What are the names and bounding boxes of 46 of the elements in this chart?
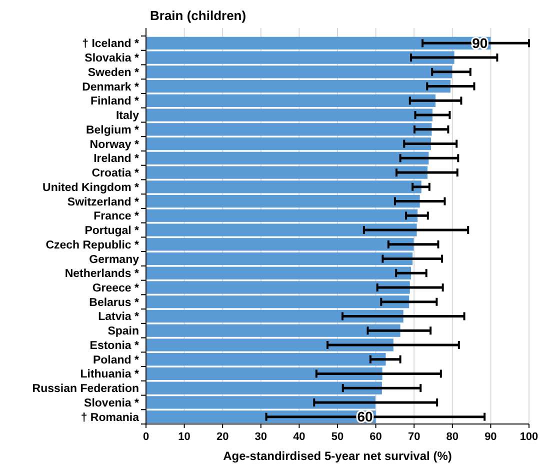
bar <box>146 252 413 266</box>
y-tick-label: Russian Federation <box>32 383 139 396</box>
bar <box>146 137 431 150</box>
x-tick-label: 70 <box>408 431 420 443</box>
chart-title: Brain (children) <box>150 8 246 23</box>
x-tick-label: 50 <box>331 431 344 443</box>
y-tick-label: † Iceland * <box>82 38 140 50</box>
y-tick-label: Finland * <box>90 96 140 108</box>
y-tick-label: Czech Republic * <box>46 239 140 252</box>
y-tick-label: Denmark * <box>82 81 140 94</box>
y-tick-label: Norway * <box>90 138 140 151</box>
x-tick-label: 40 <box>293 431 306 443</box>
y-tick-label: Slovakia * <box>84 52 140 65</box>
y-tick-label: Estonia * <box>90 340 140 352</box>
bar <box>146 80 450 93</box>
y-tick-label: United Kingdom * <box>42 182 140 194</box>
y-tick-label: Greece * <box>92 282 140 295</box>
x-axis-title: Age-standirdised 5-year net survival (%) <box>223 449 452 463</box>
y-tick-label: Latvia * <box>98 311 140 324</box>
y-tick-label: Croatia * <box>92 168 140 180</box>
y-tick-label: Switzerland * <box>67 196 140 208</box>
x-tick-label: 90 <box>484 431 497 443</box>
y-tick-label: Sweden * <box>88 66 140 79</box>
y-tick-label: Lithuania * <box>80 368 140 381</box>
bar <box>146 194 420 208</box>
y-tick-label: Italy <box>116 110 140 122</box>
bar <box>146 310 404 323</box>
x-tick-label: 0 <box>142 431 150 443</box>
y-tick-label: Portugal * <box>84 225 140 238</box>
y-tick-label: † Romania <box>80 412 140 424</box>
y-tick-label: Spain <box>108 326 139 338</box>
x-tick-label: 30 <box>254 431 268 443</box>
y-tick-label: Poland * <box>92 354 140 366</box>
x-tick-label: 10 <box>178 431 190 443</box>
x-tick-label: 60 <box>370 431 382 443</box>
y-tick-label: France * <box>94 210 140 223</box>
x-tick-label: 100 <box>520 431 538 443</box>
x-tick-label: 80 <box>446 431 459 443</box>
x-tick-label: 20 <box>216 431 229 443</box>
bar <box>146 367 382 380</box>
y-tick-label: Belarus * <box>89 296 140 309</box>
y-tick-label: Slovenia * <box>84 397 140 410</box>
y-tick-label: Ireland * <box>94 153 140 166</box>
y-tick-label: Netherlands * <box>64 268 140 280</box>
y-tick-label: Belgium * <box>86 124 140 136</box>
y-tick-label: Germany <box>89 254 140 266</box>
